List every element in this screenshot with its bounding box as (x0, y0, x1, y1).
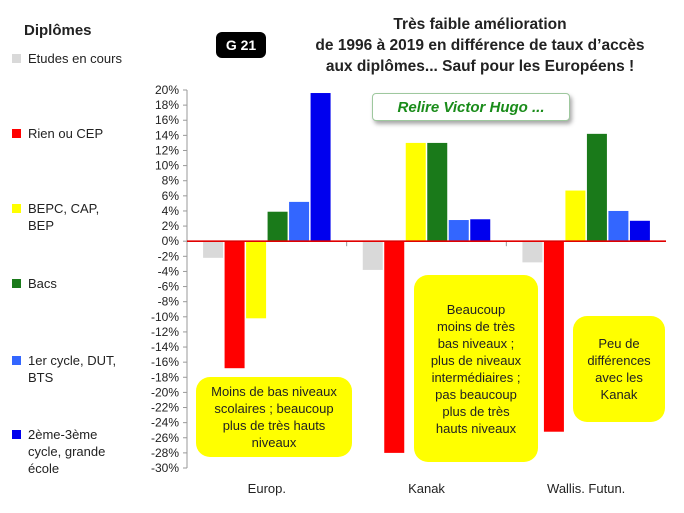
legend-label-rien: Rien ou CEP (28, 126, 104, 141)
note-europ-line: scolaires ; beaucoup (214, 401, 334, 416)
legend-item-1er-cycle: 1er cycle, DUT, BTS (12, 352, 118, 386)
bar (384, 241, 405, 453)
note-wallis-line: avec les (595, 370, 643, 385)
bar (405, 142, 426, 242)
y-tick-label: 14% (155, 128, 179, 142)
bar (267, 211, 288, 242)
legend-label-2eme-cycle: 2ème-3ème cycle, grande école (28, 427, 106, 476)
y-tick-label: -4% (158, 264, 180, 278)
y-tick-label: -26% (151, 431, 179, 445)
y-tick-label: -24% (151, 416, 179, 430)
bar (448, 220, 469, 242)
x-category-label: Europ. (248, 481, 286, 496)
y-tick-label: -22% (151, 401, 179, 415)
legend-swatch-2eme-cycle (12, 430, 21, 439)
y-tick-label: 2% (162, 219, 180, 233)
note-kanak-line: moins de très (436, 318, 516, 334)
chart-title-line-2: de 1996 à 2019 en différence de taux d’a… (315, 37, 645, 54)
y-tick-label: -8% (158, 295, 180, 309)
bar (246, 241, 267, 319)
note-europ-line: plus de très hauts (222, 418, 326, 433)
y-tick-label: -12% (151, 325, 179, 339)
bar (427, 142, 448, 242)
bar (522, 241, 543, 263)
note-wallis-line: différences (587, 353, 651, 368)
note-kanak-line: plus de très (442, 403, 510, 419)
y-tick-label: -28% (151, 446, 179, 460)
legend-item-2eme-cycle: 2ème-3ème cycle, grande école (12, 426, 118, 477)
y-tick-label: -16% (151, 355, 179, 369)
note-europ: Moins de bas niveaux scolaires ; beaucou… (196, 377, 352, 457)
note-wallis-line: Kanak (600, 387, 638, 402)
y-tick-label: -14% (151, 340, 179, 354)
note-europ-line: Moins de bas niveaux (211, 384, 337, 399)
bar (543, 241, 564, 432)
y-tick-label: -20% (151, 385, 179, 399)
bar (224, 241, 245, 369)
note-kanak-line: Beaucoup (446, 301, 506, 317)
y-tick-label: 6% (162, 189, 180, 203)
note-kanak-line: pas beaucoup (435, 386, 517, 402)
y-tick-label: -18% (151, 370, 179, 384)
legend-swatch-1er-cycle (12, 356, 21, 365)
y-tick-label: -2% (158, 249, 180, 263)
bar (203, 241, 224, 258)
note-kanak-line: intermédiaires ; (431, 369, 521, 385)
x-category-label: Wallis. Futun. (547, 481, 625, 496)
y-tick-label: -6% (158, 280, 180, 294)
bar (362, 241, 383, 270)
bar (629, 220, 650, 242)
legend-item-bepc: BEPC, CAP, BEP (12, 200, 128, 234)
legend-item-bacs: Bacs (12, 275, 128, 292)
legend-swatch-bacs (12, 279, 21, 288)
bar (565, 190, 586, 242)
legend-swatch-rien (12, 129, 21, 138)
y-tick-label: 20% (155, 83, 179, 97)
y-tick-label: 16% (155, 113, 179, 127)
chart-title: Très faible amélioration de 1996 à 2019 … (300, 14, 660, 77)
figure-badge: G 21 (216, 32, 266, 58)
note-kanak-line: bas niveaux ; (437, 335, 515, 351)
chart-title-line-1: Très faible amélioration (393, 16, 567, 33)
bar (608, 210, 629, 242)
y-tick-label: 12% (155, 143, 179, 157)
note-kanak-line: plus de niveaux (430, 352, 522, 368)
legend-swatch-bepc (12, 204, 21, 213)
bar (470, 219, 491, 242)
y-tick-label: 0% (162, 234, 180, 248)
legend-label-1er-cycle: 1er cycle, DUT, BTS (28, 353, 117, 385)
y-tick-label: 8% (162, 174, 180, 188)
note-wallis-line: Peu de (598, 336, 640, 351)
y-tick-label: -30% (151, 461, 179, 475)
legend-label-etudes: Etudes en cours (28, 51, 122, 66)
legend-label-bepc: BEPC, CAP, BEP (28, 201, 100, 233)
y-tick-label: -10% (151, 310, 179, 324)
relire-callout: Relire Victor Hugo ... (372, 93, 570, 121)
y-tick-label: 18% (155, 98, 179, 112)
legend-item-etudes: Etudes en cours (12, 50, 128, 67)
bar (586, 133, 607, 242)
legend-label-bacs: Bacs (28, 276, 57, 291)
note-kanak-line: hauts niveaux (435, 420, 517, 436)
legend-title: Diplômes (24, 22, 92, 39)
bar (310, 93, 331, 242)
note-kanak: Beaucoup moins de très bas niveaux ; plu… (414, 275, 538, 462)
legend-item-rien: Rien ou CEP (12, 125, 128, 142)
note-wallis: Peu de différences avec les Kanak (573, 316, 665, 422)
note-europ-line: niveaux (251, 435, 297, 450)
chart-title-line-3: aux diplômes... Sauf pour les Européens … (325, 58, 635, 75)
legend-swatch-etudes (12, 54, 21, 63)
bar (289, 201, 310, 242)
y-tick-label: 4% (162, 204, 180, 218)
y-tick-label: 10% (155, 159, 179, 173)
x-category-label: Kanak (408, 481, 445, 496)
